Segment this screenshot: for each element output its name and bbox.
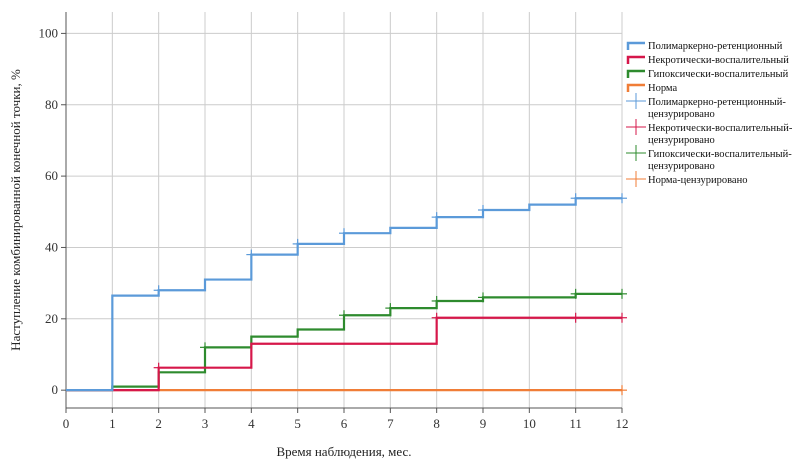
y-tick-label: 40 bbox=[45, 239, 58, 254]
censor-mark bbox=[570, 288, 581, 299]
censor-mark bbox=[617, 288, 627, 299]
x-tick-label: 4 bbox=[248, 416, 255, 431]
legend-label-line: цензурировано bbox=[648, 135, 715, 146]
censor-mark bbox=[478, 292, 488, 303]
series bbox=[66, 193, 627, 396]
censor-mark bbox=[570, 193, 581, 204]
x-tick-label: 2 bbox=[155, 416, 162, 431]
y-tick-label: 100 bbox=[39, 25, 59, 40]
censor-mark bbox=[153, 362, 164, 373]
legend-label: Норма bbox=[648, 83, 677, 94]
x-tick-label: 8 bbox=[433, 416, 440, 431]
legend: Полимаркерно-ретенционный Некротически-во… bbox=[626, 41, 793, 187]
censor-mark bbox=[570, 312, 581, 323]
x-axis-title: Время наблюдения, мес. bbox=[276, 444, 411, 459]
x-tick-label: 10 bbox=[523, 416, 536, 431]
legend-censored-label: Некротически-воспалительный-цензурирован… bbox=[648, 123, 793, 146]
censor-mark bbox=[385, 303, 396, 314]
censor-mark bbox=[339, 310, 349, 321]
legend-label-line: Полимаркерно-ретенционный- bbox=[648, 97, 786, 108]
censor-mark bbox=[617, 193, 627, 204]
legend-censored-label: Гипоксически-воспалительный-цензурирован… bbox=[648, 149, 792, 172]
censor-mark bbox=[478, 205, 488, 215]
censor-mark bbox=[617, 312, 627, 323]
legend-label-line: цензурировано bbox=[648, 109, 715, 120]
legend-label: Некротически-воспалительный bbox=[648, 55, 789, 66]
censor-mark bbox=[431, 295, 442, 306]
x-tick-label: 6 bbox=[341, 416, 348, 431]
legend-label-line: Норма-цензурировано bbox=[648, 175, 747, 186]
censor-mark bbox=[431, 212, 442, 223]
censor-mark bbox=[153, 285, 164, 296]
x-tick-label: 3 bbox=[202, 416, 209, 431]
grid bbox=[66, 12, 623, 408]
censor-mark bbox=[431, 312, 442, 323]
x-tick-label: 9 bbox=[480, 416, 487, 431]
x-tick-label: 7 bbox=[387, 416, 394, 431]
legend-label-line: цензурировано bbox=[648, 161, 715, 172]
legend-swatch-line bbox=[626, 69, 645, 78]
x-tick-label: 5 bbox=[294, 416, 301, 431]
y-tick-label: 80 bbox=[45, 97, 58, 112]
censor-mark bbox=[339, 228, 349, 239]
legend-swatch-line bbox=[626, 41, 645, 50]
censor-mark bbox=[617, 385, 627, 396]
legend-swatch-line bbox=[626, 55, 645, 64]
censor-mark bbox=[292, 238, 303, 249]
x-tick-label: 12 bbox=[616, 416, 629, 431]
x-tick-label: 11 bbox=[569, 416, 582, 431]
legend-label-line: Некротически-воспалительный- bbox=[648, 123, 793, 134]
censor-mark bbox=[246, 249, 257, 260]
x-tick-label: 0 bbox=[63, 416, 70, 431]
y-tick-label: 20 bbox=[45, 311, 58, 326]
legend-label-line: Гипоксически-воспалительный- bbox=[648, 149, 792, 160]
legend-label: Гипоксически-воспалительный bbox=[648, 69, 789, 80]
censor-mark bbox=[200, 342, 210, 353]
legend-label: Полимаркерно-ретенционный bbox=[648, 41, 783, 52]
legend-censored-label: Норма-цензурировано bbox=[648, 175, 747, 186]
y-tick-label: 0 bbox=[52, 382, 59, 397]
y-axis-title: Наступление комбинированной конечной точ… bbox=[8, 69, 23, 351]
legend-censored-label: Полимаркерно-ретенционный-цензурировано bbox=[648, 97, 786, 120]
x-tick-label: 1 bbox=[109, 416, 116, 431]
y-tick-label: 60 bbox=[45, 168, 58, 183]
legend-swatch-line bbox=[626, 83, 645, 92]
